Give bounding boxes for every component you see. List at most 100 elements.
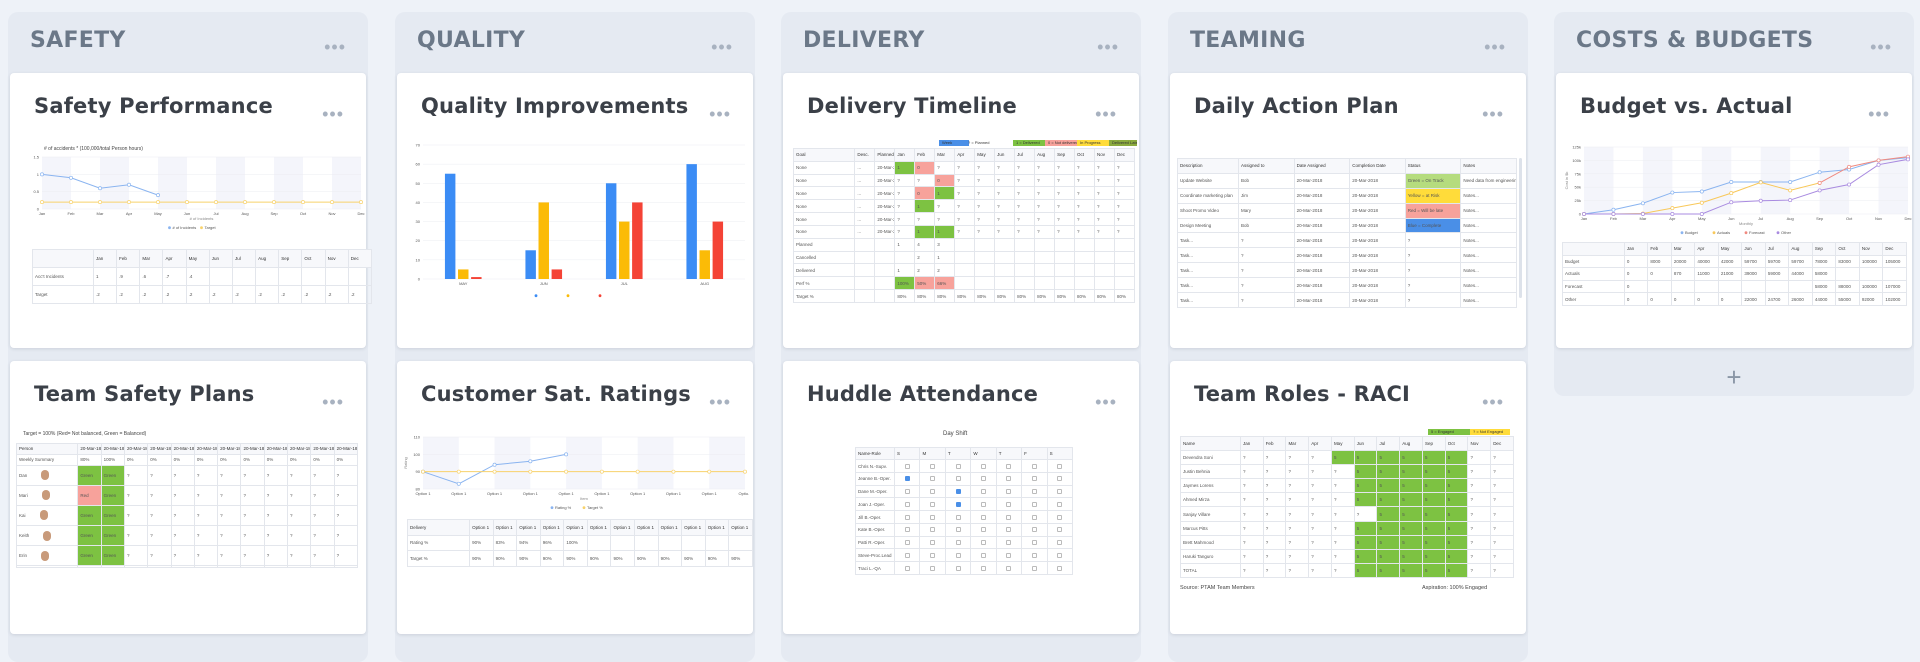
data-point[interactable] [528, 459, 533, 464]
bar[interactable] [686, 164, 697, 279]
data-point[interactable] [743, 469, 747, 474]
checkbox[interactable] [1006, 476, 1012, 482]
checkbox[interactable] [1057, 552, 1063, 558]
table-cell[interactable]: Green [100, 484, 125, 506]
checkbox[interactable] [930, 552, 936, 558]
bar[interactable] [605, 183, 617, 279]
data-point[interactable] [599, 469, 604, 474]
table-cell[interactable]: 5 [1399, 464, 1423, 480]
table-cell[interactable]: 1 [914, 199, 936, 214]
checkbox[interactable] [930, 527, 936, 533]
data-point[interactable] [635, 469, 640, 474]
data-point[interactable] [421, 469, 425, 474]
data-point[interactable] [1876, 158, 1881, 163]
checkbox[interactable] [981, 476, 987, 482]
table-cell[interactable]: 5 [1353, 562, 1378, 579]
bar[interactable] [525, 250, 536, 279]
bar[interactable] [712, 221, 724, 279]
checkbox[interactable] [1057, 565, 1063, 571]
checkbox[interactable] [904, 514, 910, 520]
table-cell[interactable]: 5 [1444, 464, 1469, 480]
checkbox[interactable] [1006, 489, 1012, 495]
bar[interactable] [551, 269, 563, 279]
table-cell[interactable]: 5 [1421, 506, 1446, 522]
checkbox[interactable] [1031, 489, 1037, 495]
table-cell[interactable]: 5 [1376, 534, 1401, 550]
checkbox[interactable] [930, 501, 936, 507]
bar[interactable] [471, 277, 482, 279]
checkbox[interactable] [904, 527, 910, 533]
card-menu-icon[interactable]: ••• [1868, 104, 1890, 124]
data-point[interactable] [1788, 198, 1793, 203]
table-cell[interactable]: 5 [1376, 492, 1401, 508]
table-cell[interactable]: 5 [1444, 506, 1469, 522]
checkbox[interactable] [981, 540, 987, 546]
data-point[interactable] [1758, 198, 1763, 203]
checkbox[interactable] [1031, 476, 1037, 482]
table-cell[interactable]: 0 [914, 186, 936, 201]
table-cell[interactable]: Green [77, 464, 102, 486]
card-menu-icon[interactable]: ••• [322, 392, 344, 412]
data-point[interactable] [185, 200, 189, 205]
data-point[interactable] [1788, 188, 1793, 193]
checkbox[interactable] [981, 527, 987, 533]
data-point[interactable] [40, 172, 44, 177]
checkbox[interactable] [930, 476, 936, 482]
table-cell[interactable]: Yellow = at Risk [1404, 187, 1462, 204]
data-point[interactable] [1582, 212, 1586, 216]
checkbox[interactable] [955, 527, 961, 533]
table-cell[interactable]: 5 [1421, 548, 1446, 564]
checkbox[interactable] [955, 565, 961, 571]
bar[interactable] [444, 173, 456, 279]
table-cell[interactable]: Green [100, 525, 125, 547]
checkbox[interactable] [1057, 514, 1063, 520]
data-point[interactable] [1817, 170, 1822, 175]
data-point[interactable] [1817, 188, 1822, 193]
card-menu-icon[interactable]: ••• [1482, 392, 1504, 412]
card-team-safety-plans[interactable]: Team Safety Plans ••• Target = 100% (Red… [10, 361, 366, 634]
checkbox[interactable] [955, 463, 961, 469]
table-cell[interactable]: 5 [1376, 506, 1401, 522]
checkbox[interactable] [955, 501, 961, 507]
table-cell[interactable]: 100% [894, 276, 916, 291]
column-menu-icon[interactable]: ••• [711, 37, 733, 57]
data-point[interactable] [156, 193, 160, 198]
table-cell[interactable]: 5 [1376, 562, 1401, 579]
checkbox[interactable] [1057, 540, 1063, 546]
table-cell[interactable]: 5 [1421, 492, 1446, 508]
checkbox[interactable] [1057, 463, 1063, 469]
table-cell[interactable]: 5 [1353, 534, 1378, 550]
card-safety-performance[interactable]: Safety Performance ••• # of accidents * … [10, 73, 373, 348]
table-cell[interactable]: Green [77, 525, 102, 547]
data-point[interactable] [301, 200, 305, 205]
checkbox[interactable] [904, 501, 910, 507]
data-point[interactable] [1670, 206, 1675, 211]
table-cell[interactable]: 5 [1399, 534, 1423, 550]
table-cell[interactable]: 5 [1444, 534, 1469, 550]
table-cell[interactable]: 66% [934, 276, 956, 291]
table-cell[interactable]: 1 [894, 160, 916, 175]
bar[interactable] [458, 269, 469, 279]
data-point[interactable] [127, 182, 131, 187]
card-menu-icon[interactable]: ••• [1095, 392, 1117, 412]
checkbox[interactable] [904, 565, 910, 571]
data-point[interactable] [1729, 200, 1734, 205]
table-cell[interactable]: 5 [1330, 450, 1355, 466]
checkbox[interactable] [1031, 540, 1037, 546]
data-point[interactable] [1670, 212, 1675, 216]
table-cell[interactable]: 5 [1421, 534, 1446, 550]
checkbox[interactable] [930, 565, 936, 571]
table-cell[interactable]: 5 [1353, 464, 1378, 480]
column-menu-icon[interactable]: ••• [1097, 37, 1119, 57]
data-point[interactable] [359, 200, 363, 205]
data-point[interactable] [564, 469, 569, 474]
data-point[interactable] [40, 200, 44, 205]
checkbox[interactable] [1006, 463, 1012, 469]
data-point[interactable] [564, 452, 569, 457]
data-point[interactable] [528, 469, 533, 474]
card-menu-icon[interactable]: ••• [709, 104, 731, 124]
table-cell[interactable]: 1 [934, 224, 956, 239]
scrollbar[interactable] [1519, 158, 1522, 298]
checkbox[interactable] [1006, 514, 1012, 520]
bar[interactable] [699, 250, 710, 279]
